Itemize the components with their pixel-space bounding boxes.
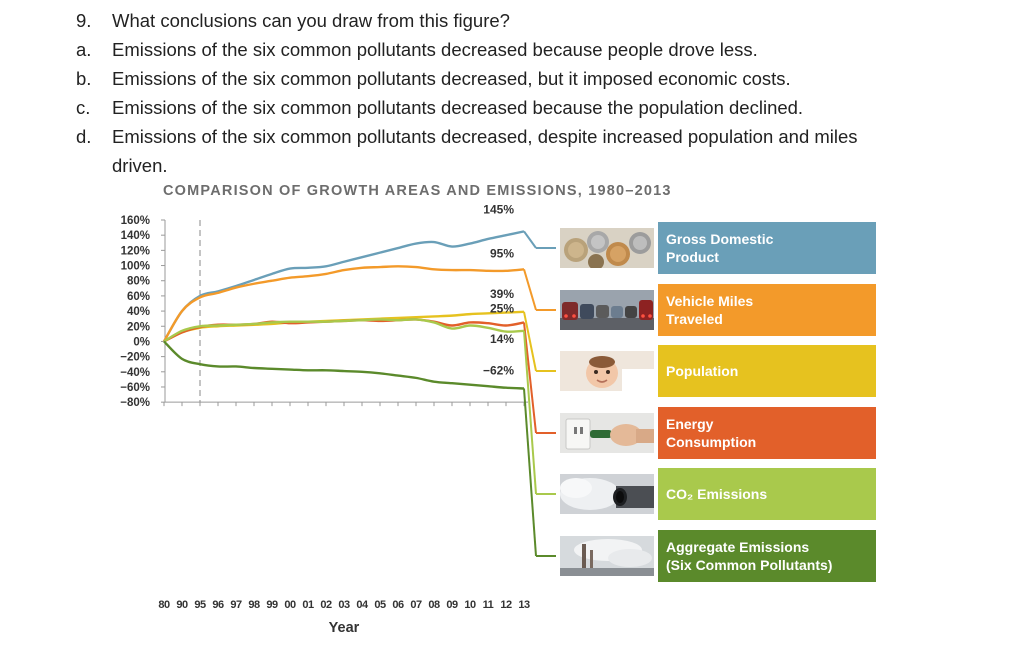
series-end-label: 95%	[490, 246, 514, 260]
x-tick-label: 09	[446, 599, 458, 611]
series-end-label: 39%	[490, 287, 514, 301]
x-tick-label: 80	[158, 599, 170, 611]
series-connector	[523, 311, 537, 372]
baby-photo-icon	[560, 351, 654, 391]
y-tick-label: 140%	[121, 230, 150, 242]
legend-bar: Population	[658, 345, 876, 397]
y-tick-label: 0%	[133, 336, 150, 348]
x-tick-label: 12	[500, 599, 512, 611]
x-tick-label: 90	[176, 599, 188, 611]
y-tick-label: −20%	[120, 352, 150, 364]
legend-card-co2: CO₂ Emissions	[554, 468, 876, 520]
legend-label: CO₂ Emissions	[666, 486, 768, 502]
legend-bar: CO₂ Emissions	[658, 468, 876, 520]
option-text: Emissions of the six common pollutants d…	[112, 126, 858, 147]
x-tick-label: 03	[338, 599, 350, 611]
y-tick-label: −80%	[120, 397, 150, 409]
legend-label: Energy Consumption	[666, 416, 757, 450]
smokestack-photo-icon	[560, 536, 654, 576]
x-tick-label: 00	[284, 599, 296, 611]
x-tick-label: 96	[212, 599, 224, 611]
series-connector	[523, 269, 537, 311]
x-axis-label: Year	[329, 620, 360, 636]
series-line-energy-consumption	[163, 318, 525, 343]
x-tick-label: 99	[266, 599, 278, 611]
legend-label: Vehicle Miles Traveled	[666, 293, 754, 327]
x-tick-label: 95	[194, 599, 206, 611]
x-tick-label: 07	[410, 599, 422, 611]
traffic-photo-icon	[560, 290, 654, 330]
question-text: What conclusions can you draw from this …	[112, 10, 510, 31]
legend-label: Aggregate Emissions (Six Common Pollutan…	[666, 539, 833, 573]
option-text: Emissions of the six common pollutants d…	[112, 68, 791, 89]
chart-title: COMPARISON OF GROWTH AREAS AND EMISSIONS…	[163, 183, 672, 199]
question-number: 9.	[76, 10, 92, 31]
y-tick-label: −40%	[120, 367, 150, 379]
legend-card-gdp: Gross Domestic Product	[554, 222, 876, 274]
legend-bar: Gross Domestic Product	[658, 222, 876, 274]
x-tick-label: 06	[392, 599, 404, 611]
x-tick-label: 02	[320, 599, 332, 611]
y-tick-label: −60%	[120, 382, 150, 394]
x-tick-label: 97	[230, 599, 242, 611]
x-tick-label: 08	[428, 599, 440, 611]
x-tick-label: 10	[464, 599, 476, 611]
series-connector	[523, 388, 537, 557]
x-tick-label: 11	[483, 599, 494, 611]
x-tick-label: 13	[518, 599, 530, 611]
option-text: driven.	[112, 155, 168, 176]
option-text: Emissions of the six common pollutants d…	[112, 97, 804, 118]
y-tick-label: 120%	[121, 245, 150, 257]
x-tick-label: 05	[374, 599, 386, 611]
series-line-vehicle-miles-traveled	[162, 265, 525, 343]
series-line-aggregate-emissions-six-common-pollutants	[163, 340, 525, 390]
series-end-label: 145%	[483, 202, 514, 216]
x-tick-label: 04	[356, 599, 369, 611]
legend-bar: Vehicle Miles Traveled	[658, 284, 876, 336]
option-letter: d.	[76, 126, 92, 147]
legend-card-population: Population	[554, 345, 876, 397]
series-connector	[523, 322, 537, 434]
y-tick-label: 20%	[127, 321, 150, 333]
legend-bar: Energy Consumption	[658, 407, 876, 459]
legend-label: Population	[666, 363, 739, 379]
y-tick-label: 80%	[127, 276, 150, 288]
option-letter: b.	[76, 68, 92, 89]
series-end-label: −62%	[483, 363, 514, 377]
legend-label: Gross Domestic Product	[666, 231, 774, 265]
legend-card-aggregate: Aggregate Emissions (Six Common Pollutan…	[554, 530, 876, 582]
option-letter: c.	[76, 97, 91, 118]
y-tick-label: 60%	[127, 291, 150, 303]
exhaust-photo-icon	[560, 474, 654, 514]
y-tick-label: 160%	[121, 215, 150, 227]
option-letter: a.	[76, 39, 92, 60]
option-text: Emissions of the six common pollutants d…	[112, 39, 758, 60]
legend-card-vmt: Vehicle Miles Traveled	[554, 284, 876, 336]
legend-bar: Aggregate Emissions (Six Common Pollutan…	[658, 530, 876, 582]
coins-photo-icon	[560, 228, 654, 268]
y-tick-label: 40%	[127, 306, 150, 318]
series-line-co2-emissions	[163, 318, 525, 343]
x-tick-label: 01	[302, 599, 314, 611]
series-end-label: 14%	[490, 332, 514, 346]
series-end-label: 25%	[490, 301, 514, 315]
series-connector	[523, 230, 537, 249]
x-tick-label: 98	[248, 599, 260, 611]
legend-card-energy: Energy Consumption	[554, 407, 876, 459]
series-line-gross-domestic-product	[162, 230, 525, 343]
series-connector	[523, 330, 537, 495]
y-tick-label: 100%	[121, 261, 150, 273]
plug-photo-icon	[560, 413, 654, 453]
